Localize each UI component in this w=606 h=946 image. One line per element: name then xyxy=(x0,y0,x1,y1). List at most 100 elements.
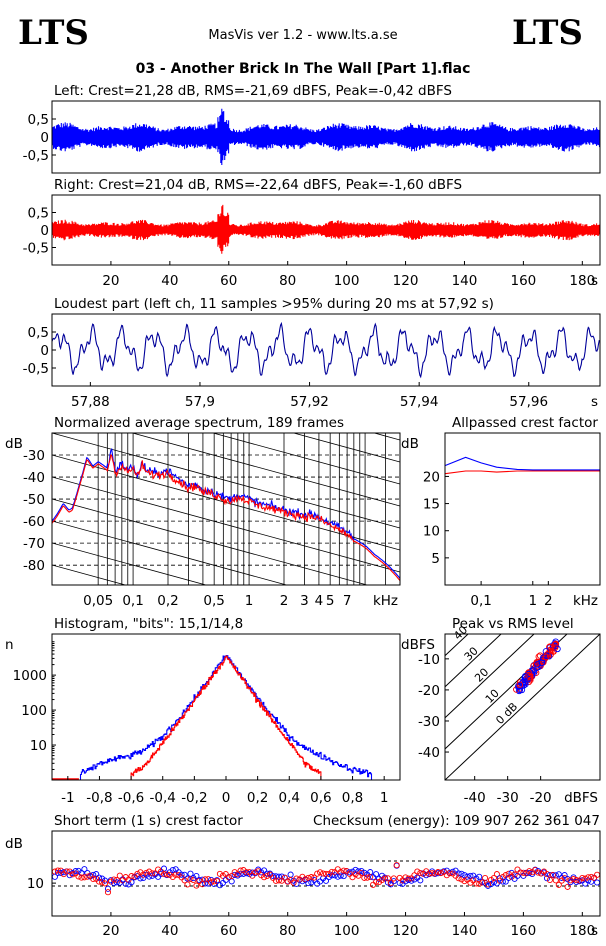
spectrum-xtick-label: 2 xyxy=(280,593,289,609)
loudest-part-series xyxy=(52,321,600,379)
short-term-crest-right-point xyxy=(234,871,241,878)
short-term-crest-right-point xyxy=(116,872,123,879)
short-term-crest-left-point xyxy=(72,868,79,875)
right-waveform-ytick-label: -0,5 xyxy=(23,241,49,257)
peak-vs-rms-diag-label: 20 xyxy=(472,666,491,685)
right-waveform-xtick-label: 80 xyxy=(279,273,296,289)
short-term-crest-left-point xyxy=(60,869,67,876)
histogram-ytick-label: 10 xyxy=(30,738,47,754)
histogram-xtick-label: -0,6 xyxy=(118,790,144,806)
short-term-crest-right-point xyxy=(216,870,223,877)
short-term-crest-left-point xyxy=(423,872,430,879)
short-term-crest-right-point xyxy=(479,879,486,886)
short-term-crest-right-point xyxy=(549,871,556,878)
spectrum-xtick-label: 3 xyxy=(300,593,309,609)
short-term-crest-right-point xyxy=(184,881,191,888)
spectrum-slope-line xyxy=(52,564,127,585)
peak-vs-rms-diagonal xyxy=(445,634,568,750)
short-term-crest-right-point xyxy=(272,877,279,884)
short-term-crest-right-point xyxy=(196,877,203,885)
short-term-crest-left-point xyxy=(499,878,506,885)
short-term-crest-right-point xyxy=(75,873,82,880)
spectrum-slope-line xyxy=(131,433,400,507)
short-term-crest-left-point xyxy=(178,871,185,878)
short-term-crest-right-point xyxy=(101,880,109,887)
short-term-crest-right-point xyxy=(208,879,215,886)
short-term-crest-left-point xyxy=(325,874,332,881)
short-term-crest-right-point xyxy=(585,874,592,881)
left-waveform-ytick-label: 0 xyxy=(40,130,49,146)
histogram-xtick-label: -0,2 xyxy=(181,790,207,806)
short-term-crest-left-point xyxy=(373,871,380,878)
short-term-crest-right-point xyxy=(535,869,542,876)
short-term-crest-right-point xyxy=(414,868,421,875)
loudest-xtick-label: 57,96 xyxy=(509,394,548,410)
spectrum-slope-line xyxy=(52,301,400,396)
short-term-crest-left-point xyxy=(269,872,277,880)
short-term-crest-right-point xyxy=(482,874,489,882)
short-term-crest-left-point xyxy=(275,873,282,880)
short-term-crest-right-point xyxy=(119,877,126,884)
short-term-crest-left-point xyxy=(96,874,103,881)
peak-vs-rms-frame xyxy=(444,633,601,781)
histogram-xtick-label: -0,4 xyxy=(150,790,176,806)
allpassed-right-trace xyxy=(444,470,600,475)
short-term-crest-xtick-label: 40 xyxy=(161,923,178,939)
short-term-crest-left-point xyxy=(352,866,359,873)
histogram-xtick-label: 0 xyxy=(222,790,231,806)
peak-vs-rms-diagonal xyxy=(445,634,535,719)
short-term-crest-right-point xyxy=(440,868,447,875)
short-term-crest-left-point xyxy=(464,873,471,880)
short-term-crest-right-point xyxy=(84,873,91,880)
peak-vs-rms-left-point xyxy=(534,661,541,668)
short-term-crest-right-point xyxy=(573,877,580,884)
short-term-crest-left-point xyxy=(490,879,497,886)
short-term-crest-right-point xyxy=(225,874,232,881)
short-term-crest-left-point xyxy=(287,871,294,878)
spectrum-xtick-label: 0,2 xyxy=(157,593,178,609)
short-term-crest-right-point xyxy=(431,870,439,877)
app-version-title: MasVis ver 1.2 - www.lts.a.se xyxy=(208,28,397,43)
short-term-crest-left-point xyxy=(104,885,112,892)
short-term-crest-left-point xyxy=(93,871,100,878)
short-term-crest-left-point xyxy=(322,877,330,884)
right-waveform-xtick-label: 40 xyxy=(161,273,178,289)
allpassed-ylabel: dB xyxy=(401,436,419,452)
short-term-crest-left-point xyxy=(508,869,515,876)
short-term-crest-left-point xyxy=(331,872,338,879)
short-term-crest-left-point xyxy=(157,870,165,877)
short-term-crest-left-point xyxy=(390,878,397,885)
allpassed-ytick-label: 10 xyxy=(423,524,440,540)
brand-logo-left: LTS xyxy=(18,13,89,53)
histogram-xtick-label: 0,2 xyxy=(247,790,268,806)
short-term-crest-right-point xyxy=(358,869,365,876)
left-waveform-trace xyxy=(52,108,600,165)
spectrum-xtick-label: 0,05 xyxy=(83,593,113,609)
short-term-crest-right-point xyxy=(190,876,197,884)
short-term-crest-right-point xyxy=(337,869,344,876)
short-term-crest-left-point xyxy=(529,870,536,878)
short-term-crest-left-point xyxy=(408,877,415,884)
short-term-crest-left-point xyxy=(205,880,212,887)
spectrum-ytick-label: -30 xyxy=(23,448,45,464)
spectrum-slope-line xyxy=(52,631,400,726)
loudest-part-title: Loudest part (left ch, 11 samples >95% d… xyxy=(54,296,494,312)
short-term-crest-left-point xyxy=(137,875,144,882)
peak-vs-rms-ylabel: dBFS xyxy=(401,637,435,653)
peak-vs-rms-diagonal xyxy=(445,634,469,657)
short-term-crest-left-point xyxy=(496,875,503,882)
short-term-crest-left-point xyxy=(417,877,424,884)
right-waveform-frame xyxy=(51,194,601,266)
histogram-xtick-label: 0,8 xyxy=(342,790,363,806)
short-term-crest-left-point xyxy=(202,880,209,887)
histogram-xtick-label: 1 xyxy=(380,790,389,806)
short-term-crest-left-point xyxy=(184,875,191,882)
spectrum-ytick-label: -80 xyxy=(23,558,45,574)
short-term-crest-right-point xyxy=(202,876,209,883)
right-waveform-xtick-label: 160 xyxy=(511,273,537,289)
right-waveform-ytick-label: 0,5 xyxy=(28,206,49,222)
short-term-crest-right-point xyxy=(555,881,562,888)
short-term-crest-right-point xyxy=(417,869,424,877)
spectrum-xtick-label: 1 xyxy=(245,593,254,609)
short-term-crest-right-point xyxy=(594,871,601,878)
